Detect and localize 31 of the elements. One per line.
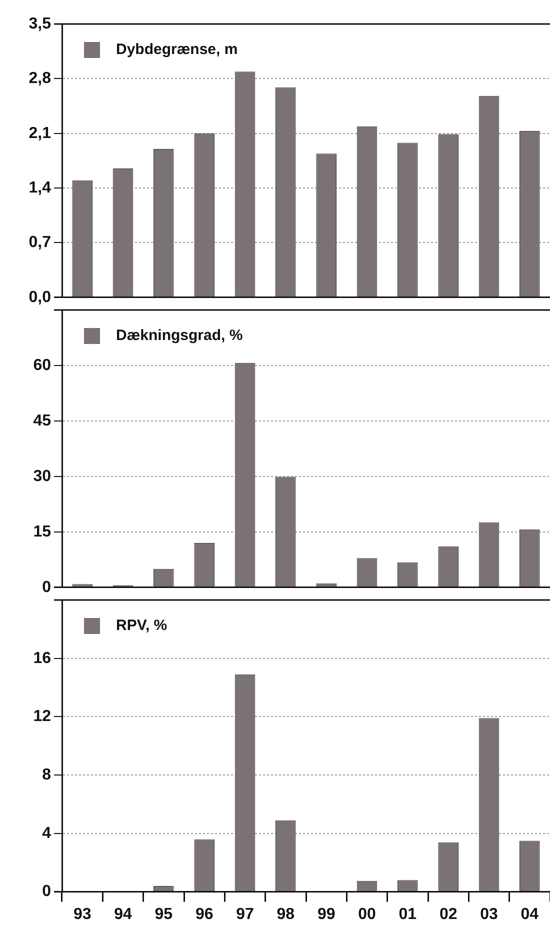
y-tick-label: 2,1: [28, 124, 52, 142]
x-tick-label: 03: [480, 906, 498, 923]
x-tick-label: 02: [439, 906, 458, 923]
x-tick-label: 00: [358, 906, 376, 923]
y-tick-label: 3,5: [28, 15, 52, 32]
y-tick-label: 0: [42, 883, 52, 900]
y-tick-label: 1,4: [28, 179, 52, 196]
x-tick-label: 98: [276, 906, 295, 923]
y-tick-label: 16: [33, 650, 52, 667]
y-tick-label: 0,0: [28, 288, 52, 306]
legend-label: Dækningsgrad, %: [116, 327, 243, 344]
y-tick-label: 30: [33, 468, 52, 485]
y-tick-label: 0: [42, 578, 52, 596]
y-tick-label: 2,8: [28, 70, 52, 88]
y-tick-label: 45: [33, 412, 52, 430]
legend-label: RPV, %: [116, 617, 168, 634]
x-tick-label: 04: [520, 906, 539, 923]
legend-label: Dybdegrænse, m: [116, 41, 238, 58]
x-tick-label: 01: [398, 906, 417, 923]
x-tick-label: 99: [317, 906, 336, 923]
x-tick-label: 94: [114, 906, 132, 923]
x-tick-label: 95: [154, 906, 173, 923]
x-tick-label: 93: [73, 906, 92, 923]
y-tick-label: 0,7: [28, 234, 52, 252]
y-tick-label: 60: [33, 356, 52, 374]
x-tick-label: 97: [236, 906, 254, 923]
y-tick-label: 12: [33, 708, 52, 726]
y-tick-label: 8: [42, 766, 52, 784]
x-tick-label: 96: [195, 906, 214, 923]
y-tick-label: 15: [33, 523, 52, 540]
y-tick-label: 4: [42, 824, 52, 842]
